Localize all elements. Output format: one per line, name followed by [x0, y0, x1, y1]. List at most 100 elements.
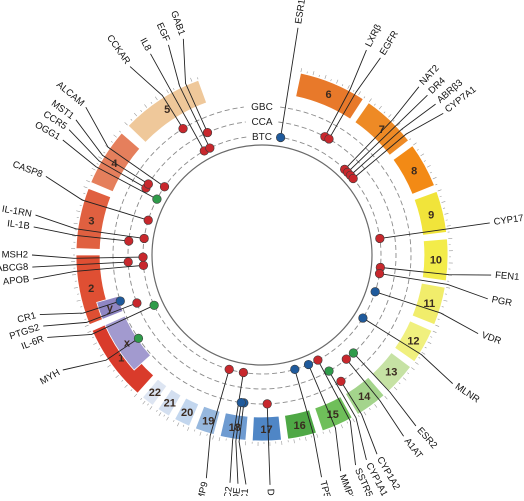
tick-mark	[317, 434, 318, 438]
tick-mark	[311, 435, 312, 437]
tick-mark	[417, 149, 419, 150]
tick-mark	[446, 287, 450, 288]
gene-label: VDR	[480, 330, 503, 347]
tick-mark	[301, 68, 302, 72]
tick-mark	[438, 190, 442, 191]
tick-mark	[435, 184, 437, 185]
chromosome-label: 13	[385, 366, 397, 378]
tick-mark	[85, 325, 89, 326]
gene-label: ABCG8	[0, 262, 29, 275]
gene-marker	[314, 356, 323, 365]
gene-marker	[342, 355, 351, 364]
gene-label: CYP17	[493, 213, 524, 228]
tick-mark	[114, 135, 117, 138]
tick-mark	[325, 75, 326, 79]
track-rings	[113, 107, 411, 404]
tick-mark	[92, 168, 96, 170]
tick-mark	[125, 385, 128, 388]
tick-mark	[329, 430, 330, 434]
gene-marker	[325, 135, 334, 144]
tick-mark	[428, 342, 432, 344]
gene-marker	[276, 133, 285, 142]
tick-mark	[435, 325, 439, 326]
gene-label: MMP2	[337, 473, 357, 496]
tick-mark	[141, 398, 142, 400]
gene-label: TP53	[317, 480, 334, 496]
tick-mark	[384, 112, 385, 114]
tick-mark	[422, 352, 425, 354]
chromosome-label: 3	[88, 215, 94, 227]
tick-mark	[111, 141, 113, 142]
tick-mark	[200, 432, 201, 436]
tick-mark	[393, 120, 394, 121]
gene-marker	[160, 182, 169, 191]
tick-mark	[190, 78, 191, 82]
tick-mark	[183, 425, 184, 427]
tick-mark	[98, 349, 100, 350]
chromosome-label: 16	[294, 420, 306, 432]
tick-mark	[433, 177, 437, 179]
gene-marker	[139, 261, 148, 270]
gene-label: APOB	[2, 274, 29, 288]
tick-mark	[107, 365, 110, 367]
tick-mark	[331, 79, 332, 81]
tick-mark	[294, 439, 295, 443]
tick-mark	[369, 408, 370, 410]
gene-marker	[371, 287, 380, 296]
gene-label: IL-1B	[7, 218, 31, 232]
gene-marker	[291, 365, 300, 374]
tick-mark	[113, 370, 115, 371]
chromosome-label: 20	[181, 407, 193, 419]
tick-mark	[86, 180, 90, 182]
tick-mark	[92, 337, 94, 338]
gene-marker	[359, 314, 368, 323]
track-label-gbc: GBC	[251, 102, 273, 113]
gene-label: IL8	[137, 36, 153, 53]
tick-mark	[91, 175, 93, 176]
tick-mark	[364, 96, 365, 98]
tick-mark	[213, 436, 214, 440]
tick-mark	[177, 423, 179, 427]
tick-mark	[347, 422, 348, 424]
gene-label: MYH	[38, 367, 62, 387]
gene-marker	[325, 367, 334, 376]
gene-marker	[225, 365, 234, 374]
tick-mark	[353, 90, 354, 92]
chromosome-label: 5	[164, 104, 170, 116]
tick-mark	[425, 347, 427, 348]
tick-mark	[116, 375, 119, 378]
chromosome-label: 8	[411, 166, 417, 178]
tick-mark	[131, 390, 132, 391]
tick-mark	[359, 91, 361, 94]
tick-mark	[369, 99, 371, 102]
tick-mark	[341, 424, 343, 428]
tick-mark	[442, 307, 444, 308]
gene-marker	[116, 297, 125, 306]
tick-mark	[375, 404, 377, 407]
chromosome-label: 10	[430, 255, 442, 267]
gene-marker	[139, 253, 148, 262]
gene-marker	[144, 216, 153, 225]
track-ring-gbc	[113, 107, 411, 404]
gene-marker	[133, 299, 142, 308]
tick-mark	[167, 417, 169, 420]
chromosome-label: 9	[428, 209, 434, 221]
gene-label: IL-1RN	[1, 204, 33, 220]
tick-mark	[413, 143, 416, 145]
chromosome-label: 21	[164, 398, 176, 410]
gene-label: EGFR	[378, 29, 401, 57]
tick-mark	[323, 432, 324, 434]
tick-mark	[374, 104, 375, 106]
tick-mark	[427, 165, 431, 167]
tick-mark	[97, 163, 99, 164]
tick-mark	[409, 139, 411, 140]
tick-mark	[103, 152, 105, 153]
gene-label: ERCC2	[220, 486, 235, 496]
tick-mark	[80, 205, 82, 206]
tick-mark	[388, 114, 391, 117]
tick-mark	[305, 437, 306, 441]
tick-mark	[342, 84, 343, 86]
gene-label: CCKAR	[104, 33, 132, 67]
tick-mark	[167, 90, 169, 93]
